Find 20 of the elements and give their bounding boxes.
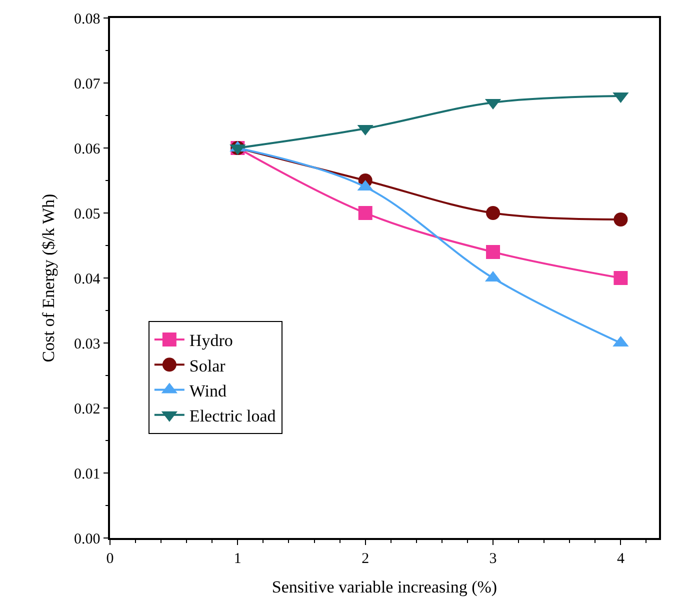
legend-label: Solar	[189, 356, 226, 376]
y-tick-label: 0.07	[74, 76, 101, 92]
x-tick-label: 3	[489, 550, 497, 567]
y-tick-label: 0.01	[74, 466, 100, 482]
legend-label: Electric load	[189, 406, 276, 426]
y-tick-label: 0.05	[74, 206, 100, 222]
y-tick-label: 0.06	[74, 141, 101, 158]
x-tick-label: 2	[362, 550, 370, 567]
x-tick-label: 0	[106, 550, 114, 567]
legend-label: Hydro	[189, 331, 233, 350]
y-tick-label: 0.00	[74, 531, 100, 548]
y-tick-label: 0.02	[74, 401, 100, 418]
y-tick-label: 0.03	[74, 336, 100, 352]
x-tick-label: 1	[234, 550, 242, 567]
y-tick-label: 0.08	[74, 11, 100, 28]
y-axis-title: Cost of Energy ($/k Wh)	[39, 194, 58, 362]
x-tick-label: 4	[616, 550, 625, 567]
legend-label: Wind	[189, 381, 228, 400]
x-axis-title: Sensitive variable increasing (%)	[272, 578, 498, 597]
y-tick-label: 0.04	[74, 271, 101, 288]
